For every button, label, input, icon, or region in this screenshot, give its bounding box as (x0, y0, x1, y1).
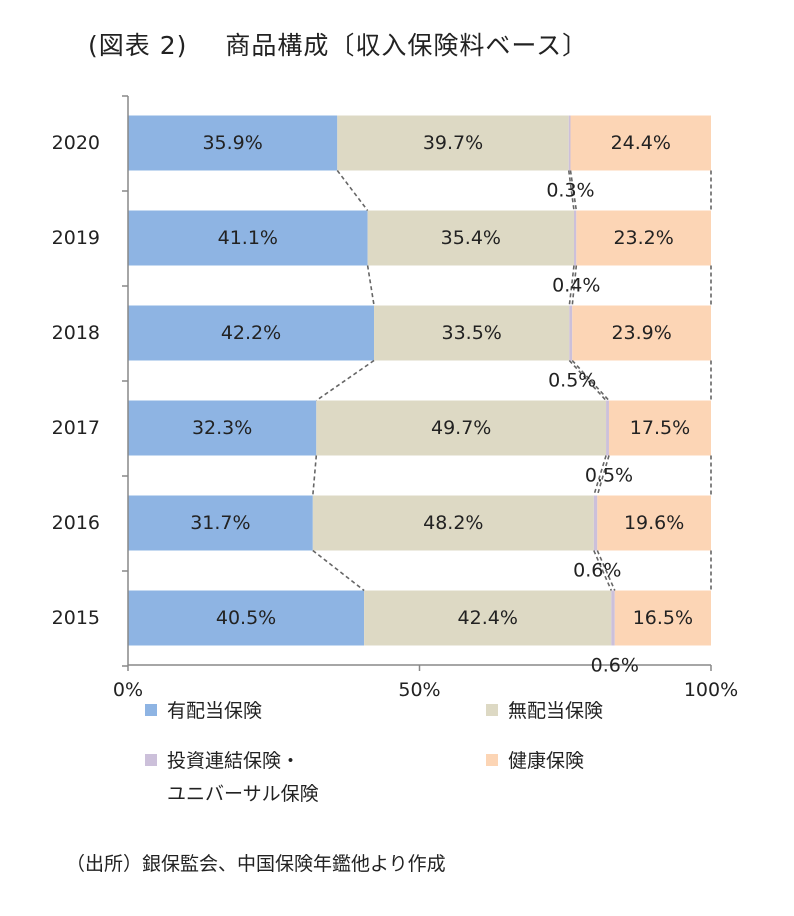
x-tick-label-0: 0% (113, 679, 143, 701)
data-label-2020-series-4: 24.4% (611, 132, 671, 154)
bar-2015-series-3 (611, 590, 615, 646)
bar-2017-series-3 (606, 400, 609, 456)
series-line-1-2017-2016 (312, 455, 318, 496)
series-line-1-2018-2017 (315, 359, 375, 402)
chart-title-number: (図表 2) (88, 31, 188, 60)
bar-2020-series-4 (570, 115, 711, 171)
data-label-2016-series-2: 48.2% (423, 512, 483, 534)
data-label-2019-series-4: 23.2% (613, 227, 673, 249)
data-label-2018-series-1: 42.2% (221, 322, 281, 344)
bar-2015-series-4 (614, 590, 711, 646)
legend-item-dividend: 有配当保険 (145, 696, 262, 726)
legend-item-health: 健康保険 (486, 746, 584, 776)
bar-2019-series-3 (573, 210, 577, 266)
y-tick-label-2016: 2016 (52, 512, 100, 534)
legend-label-health: 健康保険 (508, 750, 585, 772)
bar-2019-series-4 (576, 210, 711, 266)
legend-label-dividend: 有配当保険 (167, 700, 263, 722)
bar-2016-series-1 (128, 495, 313, 551)
series-line-1-2020-2019 (336, 170, 369, 211)
data-label-2019-series-2: 35.4% (441, 227, 501, 249)
series-line-1-2019-2018 (366, 265, 375, 306)
data-label-2020-series-1: 35.9% (202, 132, 262, 154)
data-label-2016-series-3: 0.6% (573, 560, 621, 582)
legend-item-non-dividend: 無配当保険 (486, 696, 603, 726)
x-tick-label-1: 50% (398, 679, 440, 701)
data-label-2018-series-3: 0.5% (548, 370, 596, 392)
bar-2019-series-1 (128, 210, 368, 266)
source-note: （出所）銀保監会、中国保険年鑑他より作成 (66, 853, 446, 875)
y-tick-label-2015: 2015 (52, 607, 100, 629)
legend-swatch-health (486, 754, 498, 766)
bar-2016-series-2 (312, 495, 594, 551)
y-tick-label-2020: 2020 (52, 132, 100, 154)
bar-2015-series-2 (364, 590, 612, 646)
legend-item-investment-linked-line2: ユニバーサル保険 (167, 779, 319, 809)
legend-swatch-investment-linked (145, 754, 157, 766)
data-label-2018-series-2: 33.5% (441, 322, 501, 344)
data-label-2018-series-4: 23.9% (611, 322, 671, 344)
legend-label-investment-linked-line2: ユニバーサル保険 (167, 783, 319, 805)
data-label-2017-series-4: 17.5% (630, 417, 690, 439)
chart-title-text: 商品構成〔収入保険料ベース〕 (225, 31, 589, 60)
data-label-2016-series-4: 19.6% (624, 512, 684, 534)
series-line-2-2016-2015 (593, 550, 613, 591)
bar-2017-series-2 (316, 400, 607, 456)
bar-2020-series-3 (568, 115, 571, 171)
data-label-2015-series-2: 42.4% (458, 607, 518, 629)
y-tick-label-2019: 2019 (52, 227, 100, 249)
bar-2020-series-1 (128, 115, 338, 171)
bar-2019-series-2 (367, 210, 574, 266)
series-line-3-2016-2015 (596, 550, 616, 591)
bar-2015-series-1 (128, 590, 365, 646)
chart-title: (図表 2) 商品構成〔収入保険料ベース〕 (88, 26, 588, 62)
bar-2018-series-2 (374, 305, 570, 361)
data-label-2019-series-3: 0.4% (552, 275, 600, 297)
series-line-3-2018-2017 (571, 359, 610, 402)
series-line-1-2016-2015 (312, 549, 365, 592)
bar-2020-series-2 (337, 115, 569, 171)
bar-2018-series-3 (569, 305, 573, 361)
x-tick-label-2: 100% (684, 679, 738, 701)
data-label-2020-series-2: 39.7% (423, 132, 483, 154)
legend-item-investment-linked: 投資連結保険・ (145, 746, 300, 776)
bar-2018-series-1 (128, 305, 375, 361)
y-tick-label-2018: 2018 (52, 322, 100, 344)
data-label-2020-series-3: 0.3% (546, 180, 594, 202)
bar-2016-series-4 (597, 495, 711, 551)
y-tick-label-2017: 2017 (52, 417, 100, 439)
bar-2018-series-4 (572, 305, 711, 361)
bar-2016-series-3 (593, 495, 598, 551)
bar-2017-series-1 (128, 400, 317, 456)
data-label-2015-series-4: 16.5% (633, 607, 693, 629)
data-label-2017-series-3: 0.5% (585, 465, 633, 487)
legend-swatch-non-dividend (486, 704, 498, 716)
legend-swatch-dividend (145, 704, 157, 716)
data-label-2015-series-3: 0.6% (591, 655, 639, 677)
legend-label-non-dividend: 無配当保険 (508, 700, 604, 722)
data-label-2019-series-1: 41.1% (218, 227, 278, 249)
bar-2017-series-4 (608, 400, 711, 456)
data-label-2017-series-2: 49.7% (431, 417, 491, 439)
data-label-2016-series-1: 31.7% (190, 512, 250, 534)
series-line-2-2018-2017 (568, 359, 607, 402)
data-label-2017-series-1: 32.3% (192, 417, 252, 439)
data-label-2015-series-1: 40.5% (216, 607, 276, 629)
legend-label-investment-linked-line1: 投資連結保険・ (167, 750, 301, 772)
